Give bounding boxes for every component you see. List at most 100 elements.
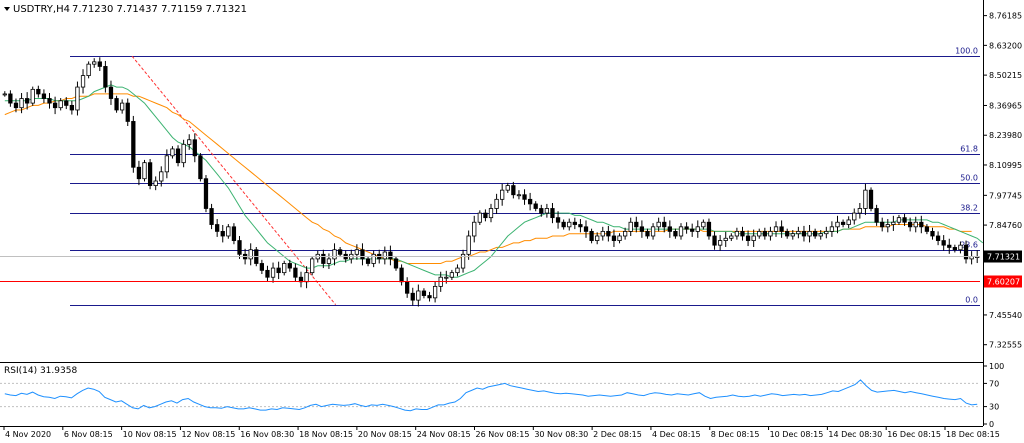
- current-price-label: 7.71321: [987, 253, 1020, 262]
- candle: [393, 256, 399, 271]
- price-tick-label: 7.32555: [989, 341, 1022, 350]
- candle: [829, 221, 835, 237]
- candle: [729, 233, 734, 242]
- candle-bear-body: [550, 208, 555, 219]
- candle-bull-body: [544, 208, 550, 214]
- candle-bear-body: [924, 226, 930, 232]
- candle: [282, 260, 287, 276]
- candle: [550, 202, 555, 224]
- candle-bear-body: [930, 231, 935, 237]
- candle: [924, 224, 930, 235]
- candle-bear-body: [410, 292, 415, 301]
- time-tick-label: 10 Nov 08:15: [123, 430, 177, 439]
- candle: [198, 153, 203, 182]
- candle: [8, 90, 13, 107]
- candle: [572, 217, 577, 230]
- candle-bear-body: [533, 203, 538, 209]
- candle-bear-body: [136, 166, 142, 180]
- candle: [147, 159, 153, 190]
- ohlc-readout: 7.71230 7.71437 7.71159 7.71321: [72, 4, 247, 15]
- candle: [639, 220, 645, 238]
- candle-bull-body: [282, 263, 287, 274]
- candle: [270, 262, 276, 283]
- rsi-tick-label: 70: [989, 379, 999, 388]
- candle-bear-body: [203, 178, 209, 209]
- candle-bull-body: [757, 231, 762, 237]
- candle-bear-body: [639, 226, 645, 232]
- candle-bull-body: [835, 221, 840, 228]
- candle: [248, 243, 253, 266]
- time-tick-label: 2 Dec 08:15: [593, 430, 642, 439]
- candle-bear-body: [215, 224, 220, 232]
- candle-bull-body: [656, 221, 661, 228]
- candle: [310, 256, 315, 276]
- fibonacci-retracement: 100.0 61.8 50.0 38.2 23.6 0.0: [70, 47, 980, 306]
- candle: [868, 187, 874, 212]
- candle: [673, 228, 678, 239]
- candle: [667, 220, 672, 238]
- candle-bear-body: [421, 290, 427, 296]
- candle-bear-body: [231, 226, 237, 241]
- candle-bull-body: [790, 233, 795, 237]
- candle: [321, 249, 326, 269]
- candle-bull-body: [896, 217, 902, 223]
- time-axis: 4 Nov 2020 6 Nov 08:15 10 Nov 08:15 12 Nov …: [3, 426, 1000, 439]
- candle-bear-body: [293, 267, 298, 278]
- candle: [36, 85, 41, 98]
- candle-bull-body: [416, 290, 421, 301]
- candle: [645, 228, 650, 239]
- candle-bear-body: [393, 258, 399, 269]
- time-tick-label: 14 Dec 08:30: [828, 430, 882, 439]
- candle: [852, 208, 857, 225]
- candle: [874, 204, 879, 226]
- candle-bear-body: [114, 98, 119, 111]
- collapse-triangle-icon[interactable]: [4, 7, 10, 11]
- price-axis: 8.76185 8.63200 8.50215 8.36965 8.23980 8.109…: [983, 12, 1022, 350]
- candle-bull-body: [824, 231, 829, 235]
- candle: [388, 245, 393, 266]
- candle-bear-body: [662, 221, 667, 228]
- candle-bear-body: [779, 226, 784, 232]
- candle-bear-body: [555, 217, 561, 223]
- support-price-label-bg: [984, 275, 1022, 288]
- candle: [114, 95, 119, 113]
- rsi-panel: RSI(14) 31.9358: [0, 364, 983, 426]
- time-tick-label: 18 Dec 08:15: [946, 430, 1000, 439]
- candle-bear-body: [365, 258, 371, 264]
- candle: [952, 244, 957, 253]
- candle-bull-body: [505, 185, 510, 191]
- candle-bear-body: [259, 263, 265, 271]
- candle-bear-body: [589, 231, 594, 241]
- candle: [533, 201, 538, 212]
- candle-bull-body: [92, 61, 97, 65]
- candle-bear-body: [399, 267, 404, 283]
- candle: [913, 216, 918, 233]
- candle-bear-body: [220, 231, 225, 237]
- fib-level-label: 61.8: [960, 145, 978, 154]
- candle: [684, 222, 689, 234]
- candle-bear-body: [527, 198, 533, 205]
- candle-bull-body: [455, 267, 460, 274]
- candle: [287, 259, 292, 272]
- candle: [857, 202, 862, 219]
- candle: [908, 217, 913, 232]
- candle: [662, 216, 667, 233]
- candle: [365, 256, 371, 267]
- candle-bear-body: [287, 263, 292, 269]
- candle: [785, 228, 790, 239]
- candle: [494, 193, 499, 214]
- candle-bear-body: [13, 102, 19, 109]
- candle-bull-body: [846, 219, 851, 225]
- time-tick-label: 16 Nov 08:30: [240, 430, 294, 439]
- candle: [807, 224, 812, 243]
- candle-bear-body: [947, 244, 952, 248]
- candle-bear-body: [813, 231, 818, 237]
- candle-bull-body: [650, 226, 656, 237]
- candle-bull-body: [477, 212, 482, 223]
- support-price-label: 7.60207: [987, 278, 1020, 287]
- candle: [712, 231, 717, 250]
- time-tick-label: 8 Dec 08:15: [711, 430, 760, 439]
- candle-bull-body: [75, 86, 80, 111]
- candle: [2, 91, 7, 97]
- candle-bear-body: [276, 267, 281, 274]
